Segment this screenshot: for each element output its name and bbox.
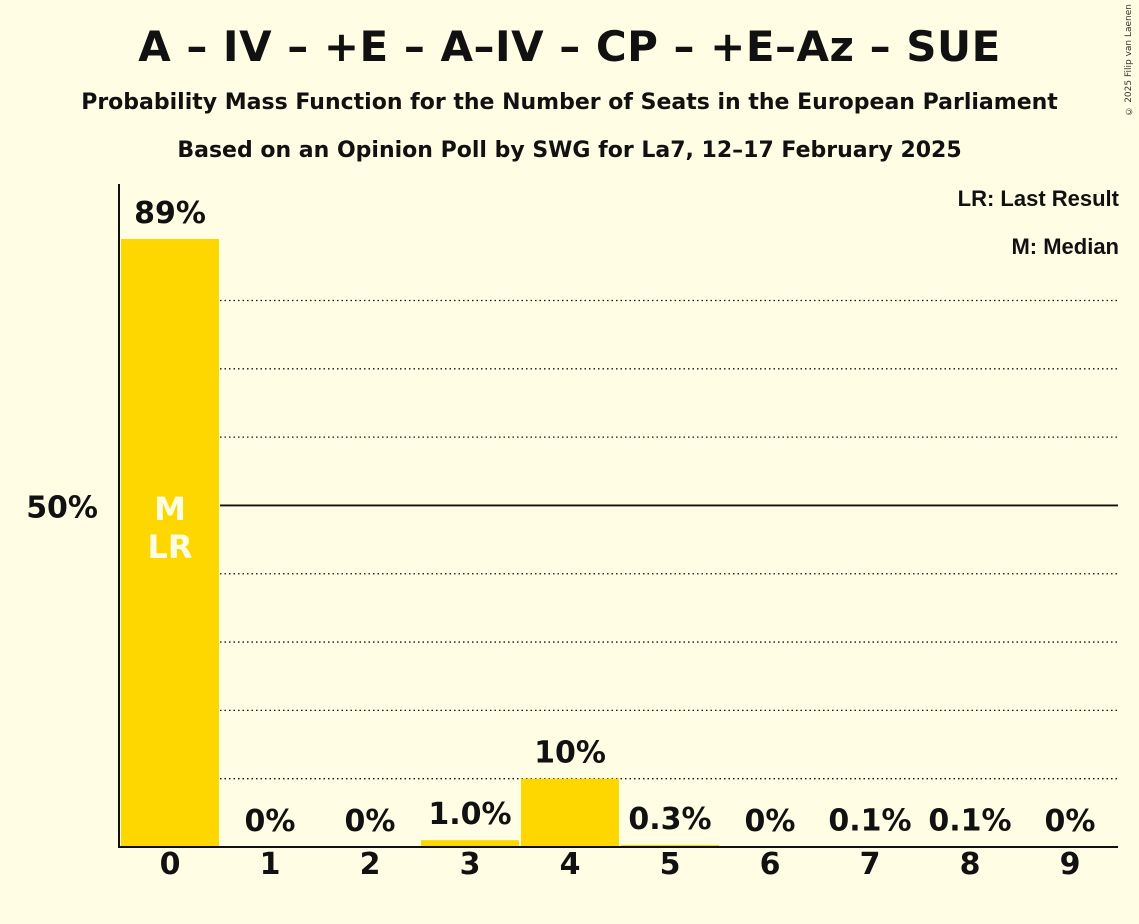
value-label-0: 89% <box>134 196 206 231</box>
value-label-4: 10% <box>534 736 606 771</box>
x-tick-label-6: 6 <box>760 847 781 882</box>
value-label-3: 1.0% <box>428 797 511 832</box>
value-label-9: 0% <box>1045 804 1096 839</box>
value-label-5: 0.3% <box>628 802 711 837</box>
legend-last-result: LR: Last Result <box>957 186 1119 211</box>
legend-median: M: Median <box>1011 234 1119 259</box>
value-label-1: 0% <box>245 804 296 839</box>
bar-marker-lr: LR <box>147 528 192 566</box>
value-label-7: 0.1% <box>828 803 911 838</box>
bar-5 <box>621 844 719 847</box>
value-label-2: 0% <box>345 804 396 839</box>
x-tick-label-0: 0 <box>160 847 181 882</box>
bar-0 <box>121 239 219 847</box>
bar-4 <box>521 778 619 847</box>
chart-title: A – IV – +E – A–IV – CP – +E–Az – SUE <box>138 22 1001 71</box>
x-tick-label-8: 8 <box>960 847 981 882</box>
y-tick-label: 50% <box>26 490 98 525</box>
x-tick-label-7: 7 <box>860 847 881 882</box>
chart-source-line: Based on an Opinion Poll by SWG for La7,… <box>177 138 962 163</box>
chart-subtitle: Probability Mass Function for the Number… <box>81 90 1058 115</box>
x-tick-label-9: 9 <box>1060 847 1081 882</box>
x-tick-label-3: 3 <box>460 847 481 882</box>
value-label-8: 0.1% <box>928 803 1011 838</box>
x-tick-label-2: 2 <box>360 847 381 882</box>
bar-marker-m: M <box>154 490 186 528</box>
bar-3 <box>421 840 519 847</box>
x-tick-label-4: 4 <box>560 847 581 882</box>
x-tick-label-5: 5 <box>660 847 681 882</box>
x-tick-label-1: 1 <box>260 847 281 882</box>
value-label-6: 0% <box>745 804 796 839</box>
